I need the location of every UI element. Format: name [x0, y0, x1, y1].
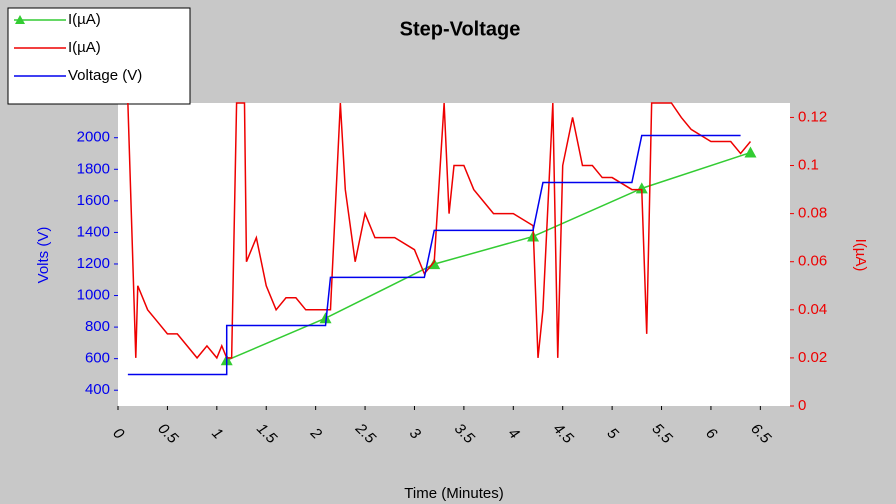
- y2-tick-label: 0.02: [798, 349, 827, 366]
- legend-label: I(µA): [68, 11, 101, 28]
- x-tick-label: 3.5: [451, 420, 478, 447]
- x-tick-label: 3: [406, 425, 424, 443]
- x-tick-label: 1.5: [253, 420, 280, 447]
- y2-tick-label: 0.12: [798, 108, 827, 125]
- legend-marker: [15, 15, 25, 24]
- y2-tick-label: 0.08: [798, 205, 827, 222]
- x-tick-label: 1: [208, 425, 226, 443]
- y-tick-label: 600: [85, 350, 110, 367]
- legend: [7, 7, 191, 105]
- x-tick-label: 2: [306, 424, 325, 443]
- marker: [635, 182, 648, 194]
- x-tick-label: 6.5: [747, 420, 774, 447]
- y-tick-label: 1600: [77, 192, 110, 209]
- marker: [319, 312, 332, 324]
- series-line: [127, 134, 741, 376]
- x-tick-label: 0.5: [154, 420, 181, 447]
- legend-label: I(µA): [68, 39, 101, 56]
- y-tick-label: 1000: [77, 287, 110, 304]
- x-tick-label: 2.5: [351, 420, 379, 448]
- x-axis-label: Time (Minutes): [404, 485, 503, 502]
- y2-axis-label: I(µA): [852, 239, 869, 272]
- y2-tick-label: 0.04: [798, 301, 827, 318]
- y-tick-label: 1400: [77, 223, 110, 240]
- y2-tick-label: 0.1: [798, 156, 819, 173]
- x-tick-label: 6: [702, 425, 720, 443]
- y2-tick-label: 0: [798, 397, 806, 414]
- x-tick-label: 0: [109, 425, 127, 443]
- plot-area: [118, 103, 790, 406]
- x-tick-label: 4: [505, 425, 523, 443]
- y-axis-label: Volts (V): [35, 227, 52, 284]
- y-tick-label: 1200: [77, 255, 110, 272]
- y-tick-label: 800: [85, 318, 110, 335]
- y-tick-label: 2000: [77, 129, 110, 146]
- y-tick-label: 1800: [77, 160, 110, 177]
- y2-tick-label: 0.06: [798, 253, 827, 270]
- marker: [744, 146, 757, 158]
- legend-label: Voltage (V): [68, 67, 142, 84]
- series-line: [127, 102, 752, 360]
- y-tick-label: 400: [85, 381, 110, 398]
- chart-title: Step-Voltage: [400, 18, 521, 40]
- x-tick-label: 5.5: [649, 420, 676, 447]
- x-tick-label: 5: [604, 425, 622, 443]
- x-tick-label: 4.5: [550, 420, 577, 447]
